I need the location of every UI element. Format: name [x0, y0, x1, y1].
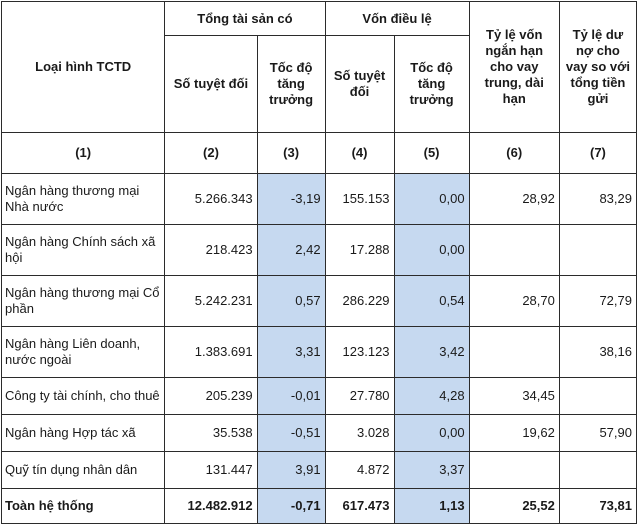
capital-absolute: 17.288: [324, 224, 395, 276]
assets-absolute: 35.538: [164, 414, 258, 452]
header-short-term-capital-ratio: Tỷ lệ vốn ngắn hạn cho vay trung, dài hạ…: [468, 1, 560, 133]
header-absolute-capital: Số tuyệt đối: [324, 35, 395, 133]
header-growth-capital: Tốc độ tăng trưởng: [393, 35, 470, 133]
table-row: Ngân hàng thương mại Nhà nước 5.266.343 …: [0, 173, 638, 225]
table-row: Ngân hàng Hợp tác xã 35.538 -0,51 3.028 …: [0, 414, 638, 452]
loan-deposit-ratio: 72,79: [558, 275, 638, 327]
total-loan-deposit-ratio: 73,81: [558, 488, 638, 524]
institution-name: Quỹ tín dụng nhân dân: [0, 451, 166, 489]
capital-growth: 0,54: [393, 275, 470, 327]
header-absolute-assets: Số tuyệt đối: [164, 35, 258, 133]
capital-absolute: 123.123: [324, 326, 395, 378]
total-capital-absolute: 617.473: [324, 488, 395, 524]
header-charter-capital: Vốn điều lệ: [324, 1, 470, 36]
institution-name: Ngân hàng thương mại Cổ phần: [0, 275, 166, 327]
assets-growth: -0,51: [256, 414, 326, 452]
short-term-capital-ratio: 28,70: [468, 275, 560, 327]
assets-growth: -0,01: [256, 377, 326, 415]
col-number: (1): [0, 132, 166, 174]
header-loan-deposit-ratio: Tỷ lệ dư nợ cho vay so với tổng tiền gửi: [558, 1, 638, 133]
capital-growth: 0,00: [393, 173, 470, 225]
table-row: Ngân hàng thương mại Cổ phần 5.242.231 0…: [0, 275, 638, 327]
short-term-capital-ratio: [468, 224, 560, 276]
loan-deposit-ratio: 83,29: [558, 173, 638, 225]
institution-name: Công ty tài chính, cho thuê: [0, 377, 166, 415]
capital-absolute: 4.872: [324, 451, 395, 489]
capital-absolute: 155.153: [324, 173, 395, 225]
loan-deposit-ratio: [558, 451, 638, 489]
institution-name: Ngân hàng thương mại Nhà nước: [0, 173, 166, 225]
assets-growth: 3,31: [256, 326, 326, 378]
assets-absolute: 5.266.343: [164, 173, 258, 225]
institution-name: Ngân hàng Liên doanh, nước ngoài: [0, 326, 166, 378]
short-term-capital-ratio: 28,92: [468, 173, 560, 225]
institution-name: Ngân hàng Hợp tác xã: [0, 414, 166, 452]
assets-growth: 2,42: [256, 224, 326, 276]
total-assets-absolute: 12.482.912: [164, 488, 258, 524]
assets-absolute: 131.447: [164, 451, 258, 489]
assets-growth: 0,57: [256, 275, 326, 327]
assets-growth: 3,91: [256, 451, 326, 489]
short-term-capital-ratio: [468, 326, 560, 378]
loan-deposit-ratio: [558, 377, 638, 415]
capital-growth: 0,00: [393, 414, 470, 452]
total-assets-growth: -0,71: [256, 488, 326, 524]
header-growth-assets: Tốc độ tăng trưởng: [256, 35, 326, 133]
table-row: Ngân hàng Chính sách xã hội 218.423 2,42…: [0, 224, 638, 276]
assets-absolute: 205.239: [164, 377, 258, 415]
header-total-assets: Tổng tài sản có: [164, 1, 326, 36]
header-institution-type: Loại hình TCTD: [0, 1, 166, 133]
col-number: (2): [164, 132, 258, 174]
capital-growth: 4,28: [393, 377, 470, 415]
short-term-capital-ratio: 19,62: [468, 414, 560, 452]
col-number: (7): [558, 132, 638, 174]
col-number: (3): [256, 132, 326, 174]
capital-absolute: 286.229: [324, 275, 395, 327]
capital-absolute: 3.028: [324, 414, 395, 452]
loan-deposit-ratio: [558, 224, 638, 276]
col-number: (4): [324, 132, 395, 174]
total-row: Toàn hệ thống 12.482.912 -0,71 617.473 1…: [0, 488, 638, 524]
total-capital-growth: 1,13: [393, 488, 470, 524]
loan-deposit-ratio: 38,16: [558, 326, 638, 378]
capital-growth: 3,42: [393, 326, 470, 378]
assets-absolute: 1.383.691: [164, 326, 258, 378]
short-term-capital-ratio: [468, 451, 560, 489]
table-row: Ngân hàng Liên doanh, nước ngoài 1.383.6…: [0, 326, 638, 378]
institution-name: Ngân hàng Chính sách xã hội: [0, 224, 166, 276]
total-label: Toàn hệ thống: [0, 488, 166, 524]
assets-absolute: 5.242.231: [164, 275, 258, 327]
col-number: (6): [468, 132, 560, 174]
assets-absolute: 218.423: [164, 224, 258, 276]
short-term-capital-ratio: 34,45: [468, 377, 560, 415]
capital-absolute: 27.780: [324, 377, 395, 415]
table-row: Quỹ tín dụng nhân dân 131.447 3,91 4.872…: [0, 451, 638, 489]
capital-growth: 3,37: [393, 451, 470, 489]
table-row: Công ty tài chính, cho thuê 205.239 -0,0…: [0, 377, 638, 415]
capital-growth: 0,00: [393, 224, 470, 276]
col-number: (5): [393, 132, 470, 174]
assets-growth: -3,19: [256, 173, 326, 225]
loan-deposit-ratio: 57,90: [558, 414, 638, 452]
total-short-term-capital-ratio: 25,52: [468, 488, 560, 524]
